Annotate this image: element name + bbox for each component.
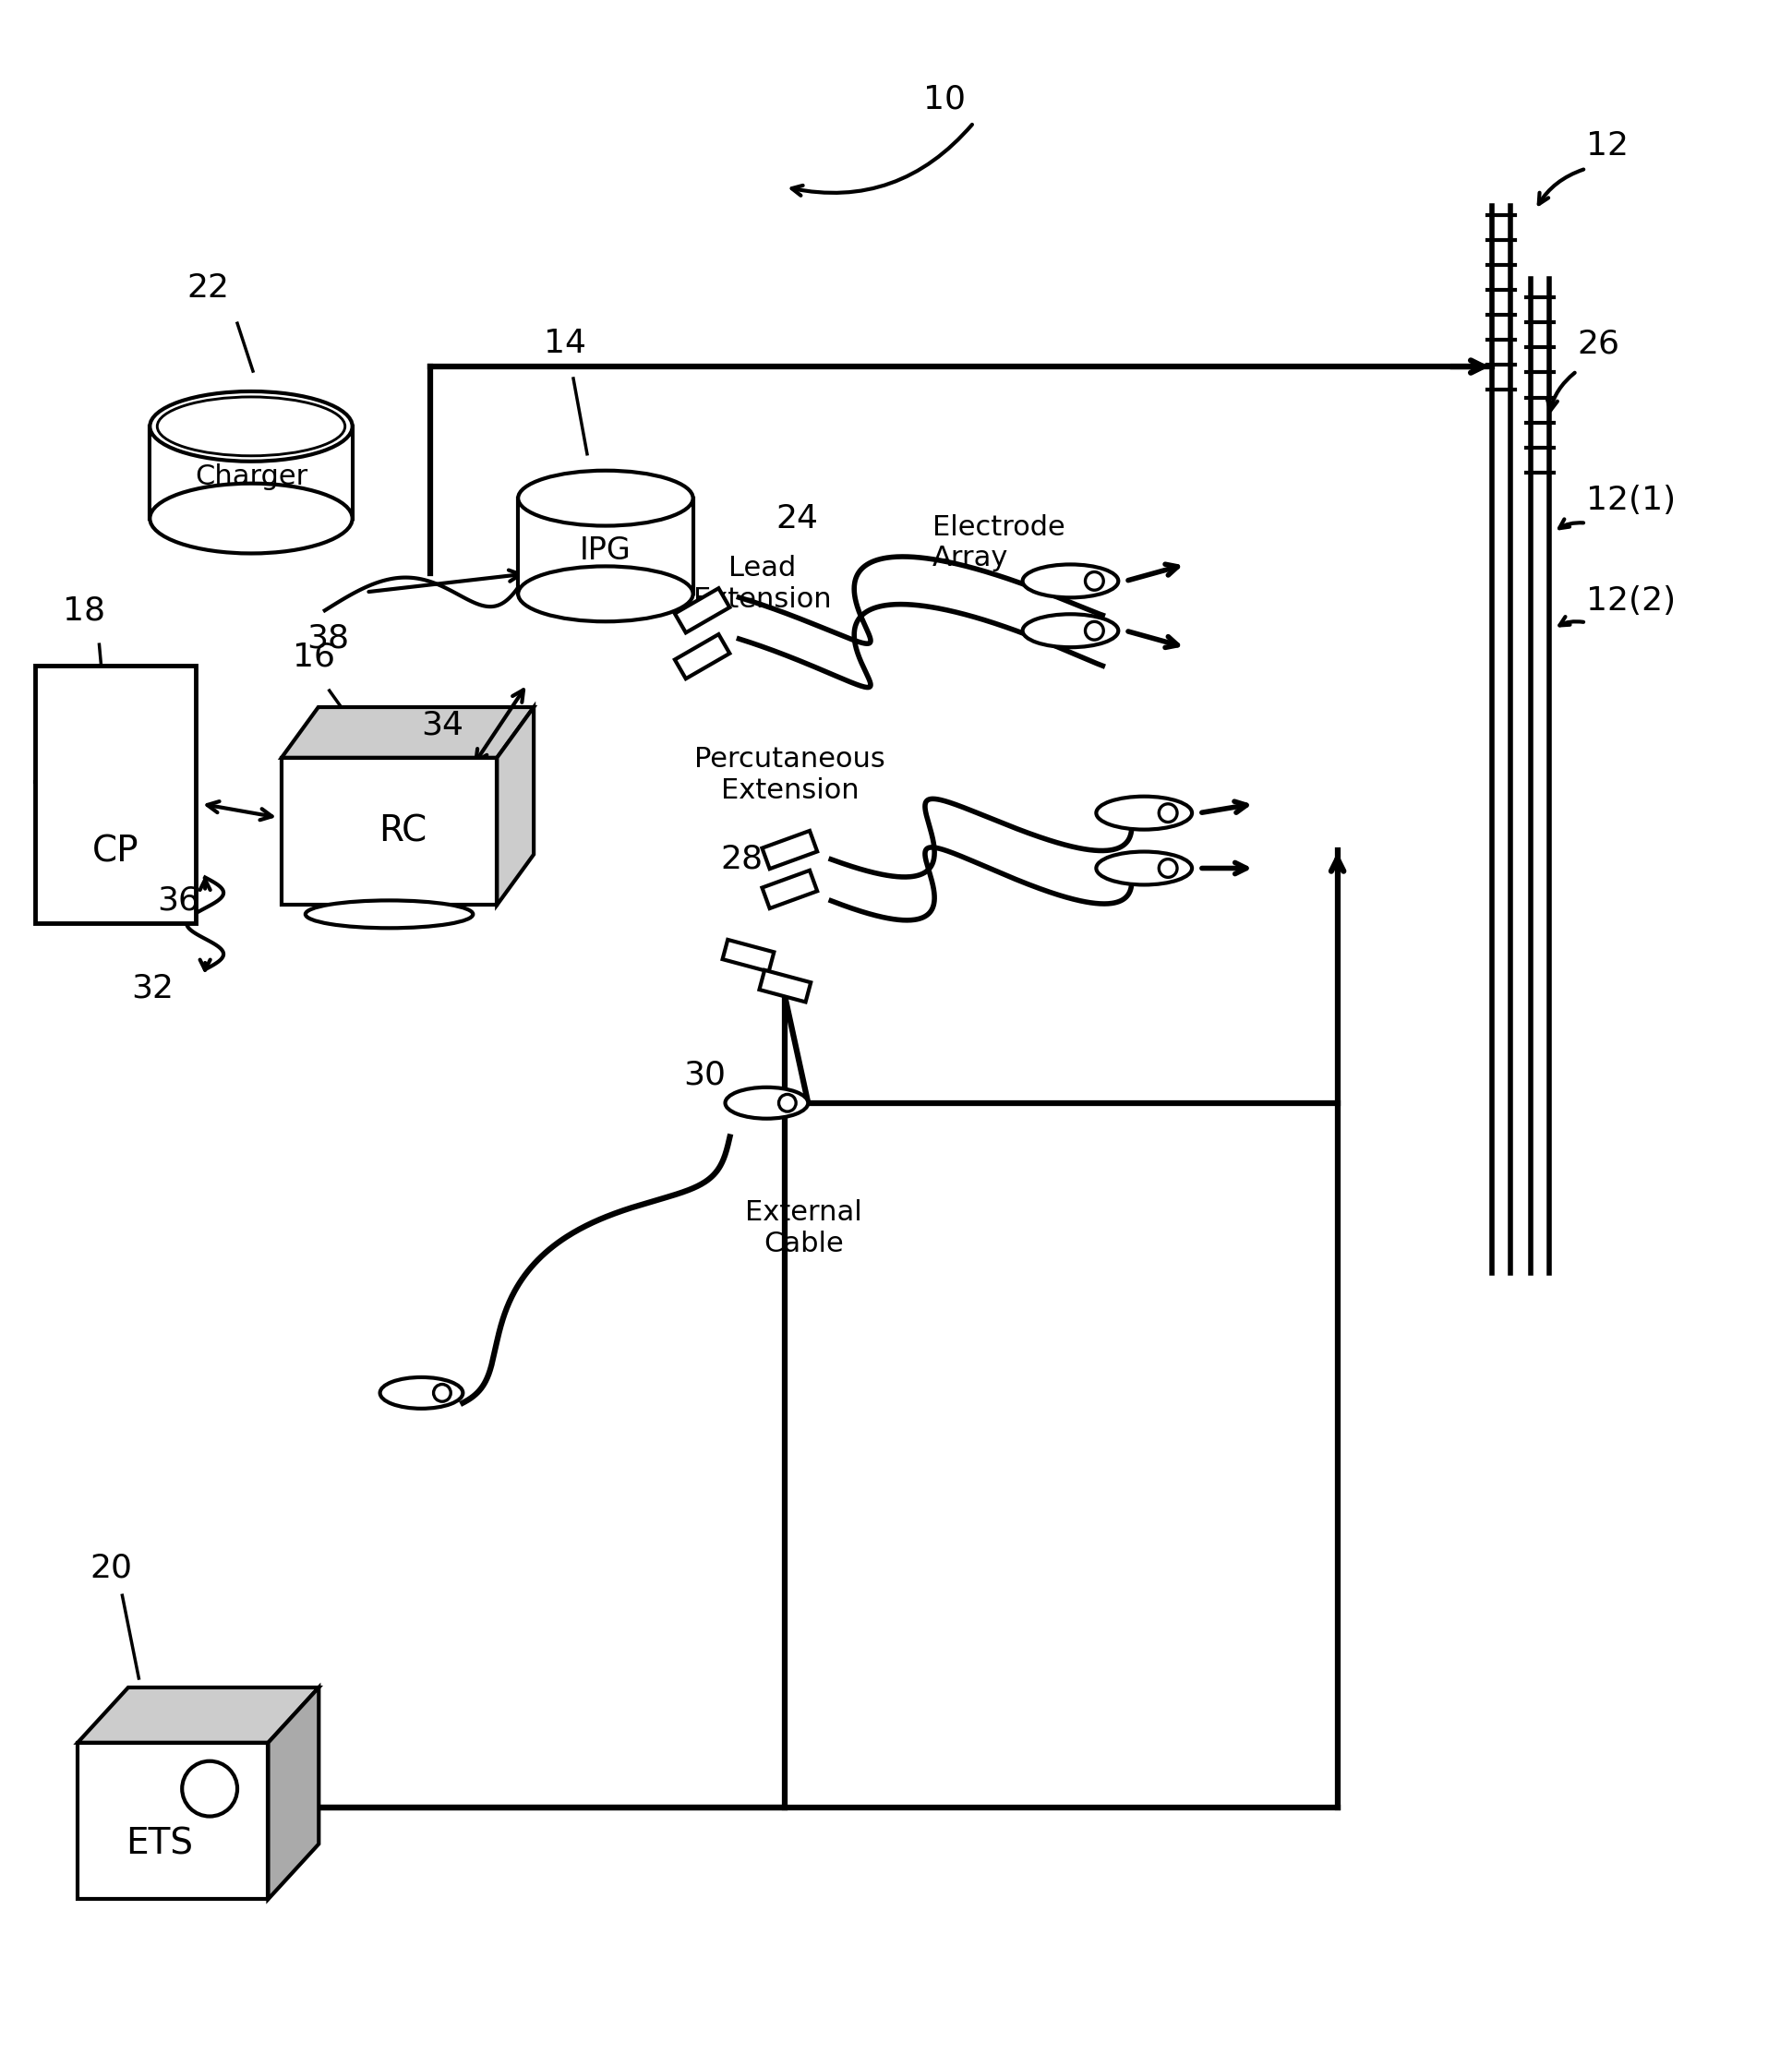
- Text: 34: 34: [421, 711, 464, 741]
- Ellipse shape: [518, 567, 694, 622]
- Circle shape: [1086, 622, 1104, 641]
- Text: 30: 30: [685, 1060, 726, 1091]
- Text: 16: 16: [292, 641, 335, 672]
- Text: Electrode
Array: Electrode Array: [932, 514, 1064, 571]
- Circle shape: [183, 1760, 237, 1816]
- Bar: [34, 665, 195, 924]
- Text: 38: 38: [306, 622, 349, 653]
- Text: Percutaneous
Extension: Percutaneous Extension: [694, 746, 885, 803]
- Text: 22: 22: [186, 273, 229, 304]
- Ellipse shape: [1097, 797, 1192, 830]
- Ellipse shape: [151, 392, 353, 462]
- Polygon shape: [676, 635, 729, 678]
- Text: 12: 12: [1586, 129, 1629, 162]
- Circle shape: [1159, 803, 1177, 822]
- Text: IPG: IPG: [581, 536, 631, 565]
- Ellipse shape: [1023, 565, 1118, 598]
- Text: 32: 32: [131, 972, 174, 1004]
- Polygon shape: [281, 758, 496, 906]
- Text: 12(1): 12(1): [1586, 485, 1676, 516]
- Polygon shape: [77, 1742, 269, 1900]
- Bar: [151, 427, 351, 518]
- Polygon shape: [77, 1688, 319, 1742]
- Text: 18: 18: [63, 596, 106, 626]
- Ellipse shape: [726, 1087, 808, 1119]
- Text: 10: 10: [923, 84, 966, 115]
- Text: 12(2): 12(2): [1586, 585, 1676, 616]
- Ellipse shape: [518, 470, 694, 526]
- Text: 20: 20: [90, 1553, 133, 1584]
- Polygon shape: [676, 587, 729, 633]
- Circle shape: [1159, 859, 1177, 877]
- Text: 36: 36: [158, 885, 199, 916]
- Text: CP: CP: [91, 834, 138, 869]
- Text: 26: 26: [1577, 329, 1620, 359]
- Text: Charger: Charger: [195, 464, 308, 491]
- Text: 24: 24: [776, 503, 819, 534]
- Circle shape: [434, 1384, 452, 1401]
- Polygon shape: [722, 939, 774, 972]
- Polygon shape: [496, 707, 534, 906]
- Polygon shape: [762, 830, 817, 869]
- Text: 14: 14: [545, 329, 586, 359]
- Text: Lead
Extension: Lead Extension: [694, 555, 831, 612]
- Ellipse shape: [380, 1378, 462, 1409]
- Text: 28: 28: [720, 844, 763, 875]
- Text: RC: RC: [378, 813, 426, 848]
- Text: ETS: ETS: [125, 1826, 194, 1861]
- Ellipse shape: [1097, 852, 1192, 885]
- Polygon shape: [269, 1688, 319, 1900]
- Polygon shape: [762, 871, 817, 908]
- Bar: [520, 499, 692, 596]
- Polygon shape: [760, 969, 810, 1002]
- Circle shape: [780, 1095, 796, 1111]
- Ellipse shape: [1023, 614, 1118, 647]
- Ellipse shape: [151, 483, 353, 553]
- Polygon shape: [281, 707, 534, 758]
- Ellipse shape: [305, 900, 473, 928]
- Circle shape: [1086, 571, 1104, 589]
- Text: External
Cable: External Cable: [745, 1200, 862, 1257]
